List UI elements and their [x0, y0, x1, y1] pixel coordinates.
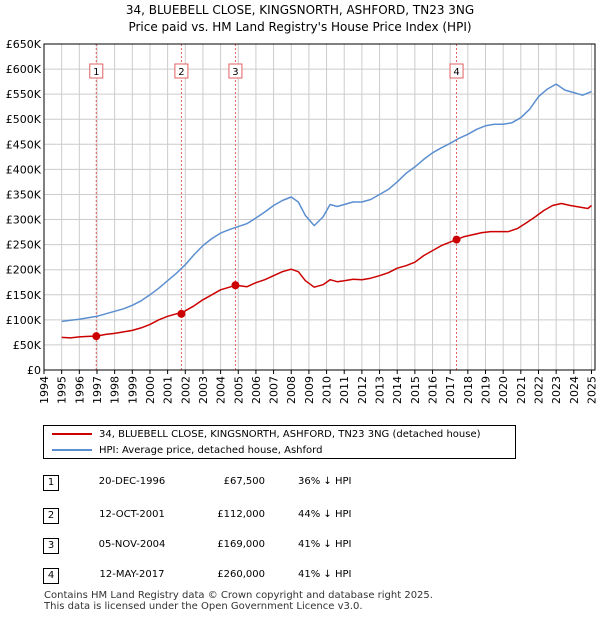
- legend-item-property: 34, BLUEBELL CLOSE, KINGSNORTH, ASHFORD,…: [52, 427, 481, 443]
- x-tick-label: 2015: [409, 376, 422, 404]
- x-tick-label: 2013: [374, 376, 387, 404]
- transaction-label: 4: [453, 67, 459, 78]
- transaction-number: 1: [43, 475, 59, 491]
- transaction-price: £169,000: [217, 539, 265, 550]
- y-tick-label: £250K: [6, 239, 42, 252]
- x-tick-label: 2017: [444, 376, 457, 404]
- transaction-hpi-diff: 41% ↓ HPI: [298, 539, 352, 550]
- sale-point: [177, 309, 186, 318]
- y-tick-label: £450K: [6, 138, 42, 151]
- x-tick-label: 2007: [268, 376, 281, 404]
- footer-licence: This data is licensed under the Open Gov…: [44, 601, 363, 612]
- x-tick-label: 2005: [232, 376, 245, 404]
- x-tick-label: 2022: [532, 376, 545, 404]
- x-tick-label: 2012: [356, 376, 369, 404]
- x-tick-label: 2002: [179, 376, 192, 404]
- legend-swatch-property: [52, 433, 92, 435]
- plot-area: [44, 44, 595, 370]
- chart-title: 34, BLUEBELL CLOSE, KINGSNORTH, ASHFORD,…: [125, 3, 475, 17]
- transaction-row: 1 20-DEC-1996 £67,500 36% ↓ HPI: [0, 473, 600, 493]
- legend-label-property: 34, BLUEBELL CLOSE, KINGSNORTH, ASHFORD,…: [99, 429, 481, 440]
- chart-subtitle: Price paid vs. HM Land Registry's House …: [128, 20, 472, 34]
- x-tick-label: 1998: [109, 376, 122, 404]
- transaction-date: 20-DEC-1996: [98, 476, 166, 487]
- property-price-line: [61, 202, 592, 339]
- y-tick-label: £300K: [6, 214, 42, 227]
- y-tick-label: £600K: [6, 63, 42, 76]
- y-tick-label: £50K: [13, 339, 42, 352]
- x-tick-label: 2009: [303, 376, 316, 404]
- x-tick-label: 2023: [550, 376, 563, 404]
- transaction-price: £67,500: [223, 476, 265, 487]
- transaction-label-box: [449, 63, 464, 79]
- x-tick-label: 2004: [215, 376, 228, 404]
- transaction-row: 3 05-NOV-2004 £169,000 41% ↓ HPI: [0, 536, 600, 556]
- x-tick-label: 1994: [38, 376, 51, 404]
- x-tick-label: 2006: [250, 376, 263, 404]
- sale-point: [92, 332, 101, 341]
- y-tick-label: £100K: [6, 314, 42, 327]
- transaction-label: 1: [93, 67, 99, 78]
- x-tick-label: 2016: [427, 376, 440, 404]
- x-tick-label: 2020: [497, 376, 510, 404]
- legend-swatch-hpi: [52, 449, 92, 451]
- transaction-row: 4 12-MAY-2017 £260,000 41% ↓ HPI: [0, 566, 600, 586]
- transaction-price: £260,000: [217, 569, 265, 580]
- footer-copyright: Contains HM Land Registry data © Crown c…: [44, 590, 433, 601]
- plot-frame: [43, 43, 596, 371]
- y-tick-label: £200K: [6, 264, 42, 277]
- transaction-row: 2 12-OCT-2001 £112,000 44% ↓ HPI: [0, 506, 600, 526]
- legend-label-hpi: HPI: Average price, detached house, Ashf…: [99, 445, 323, 456]
- transaction-number: 3: [43, 538, 59, 554]
- transaction-date: 12-OCT-2001: [99, 509, 165, 520]
- transaction-label-box: [174, 63, 189, 79]
- x-tick-label: 2019: [480, 376, 493, 404]
- x-tick-label: 2024: [568, 376, 581, 404]
- hpi-line: [61, 83, 592, 323]
- x-tick-label: 2010: [321, 376, 334, 404]
- transaction-label-box: [228, 63, 243, 79]
- y-tick-label: £350K: [6, 188, 42, 201]
- transaction-price: £112,000: [217, 509, 265, 520]
- y-tick-label: £550K: [6, 88, 42, 101]
- x-tick-label: 2021: [515, 376, 528, 404]
- x-tick-label: 2014: [391, 376, 404, 404]
- chart-legend: 34, BLUEBELL CLOSE, KINGSNORTH, ASHFORD,…: [43, 425, 516, 459]
- y-tick-label: £650K: [6, 38, 42, 51]
- x-tick-label: 2001: [162, 376, 175, 404]
- transaction-hpi-diff: 41% ↓ HPI: [298, 569, 352, 580]
- y-tick-label: £400K: [6, 163, 42, 176]
- x-tick-label: 1995: [56, 376, 69, 404]
- transaction-date: 05-NOV-2004: [98, 539, 166, 550]
- transaction-label: 2: [178, 67, 184, 78]
- x-tick-label: 2025: [585, 376, 598, 404]
- transaction-date: 12-MAY-2017: [99, 569, 165, 580]
- transaction-number: 2: [43, 508, 59, 524]
- x-tick-label: 2018: [462, 376, 475, 404]
- x-tick-label: 1999: [126, 376, 139, 404]
- x-tick-label: 1997: [91, 376, 104, 404]
- y-tick-label: £500K: [6, 113, 42, 126]
- sale-point: [452, 235, 461, 244]
- transaction-label: 3: [232, 67, 238, 78]
- transaction-number: 4: [43, 568, 59, 584]
- x-tick-label: 1996: [73, 376, 86, 404]
- transaction-hpi-diff: 36% ↓ HPI: [298, 476, 352, 487]
- price-chart: £0 £50K £100K £150K £200K £250K £300K £350K £400…: [6, 38, 599, 404]
- x-tick-label: 2008: [285, 376, 298, 404]
- legend-item-hpi: HPI: Average price, detached house, Ashf…: [52, 443, 322, 459]
- x-tick-label: 2003: [197, 376, 210, 404]
- x-tick-label: 2011: [338, 376, 351, 404]
- sale-point: [231, 281, 240, 290]
- transaction-label-box: [89, 63, 104, 79]
- x-tick-label: 2000: [144, 376, 157, 404]
- y-tick-label: £0: [27, 364, 41, 377]
- transaction-hpi-diff: 44% ↓ HPI: [298, 509, 352, 520]
- y-tick-label: £150K: [6, 289, 42, 302]
